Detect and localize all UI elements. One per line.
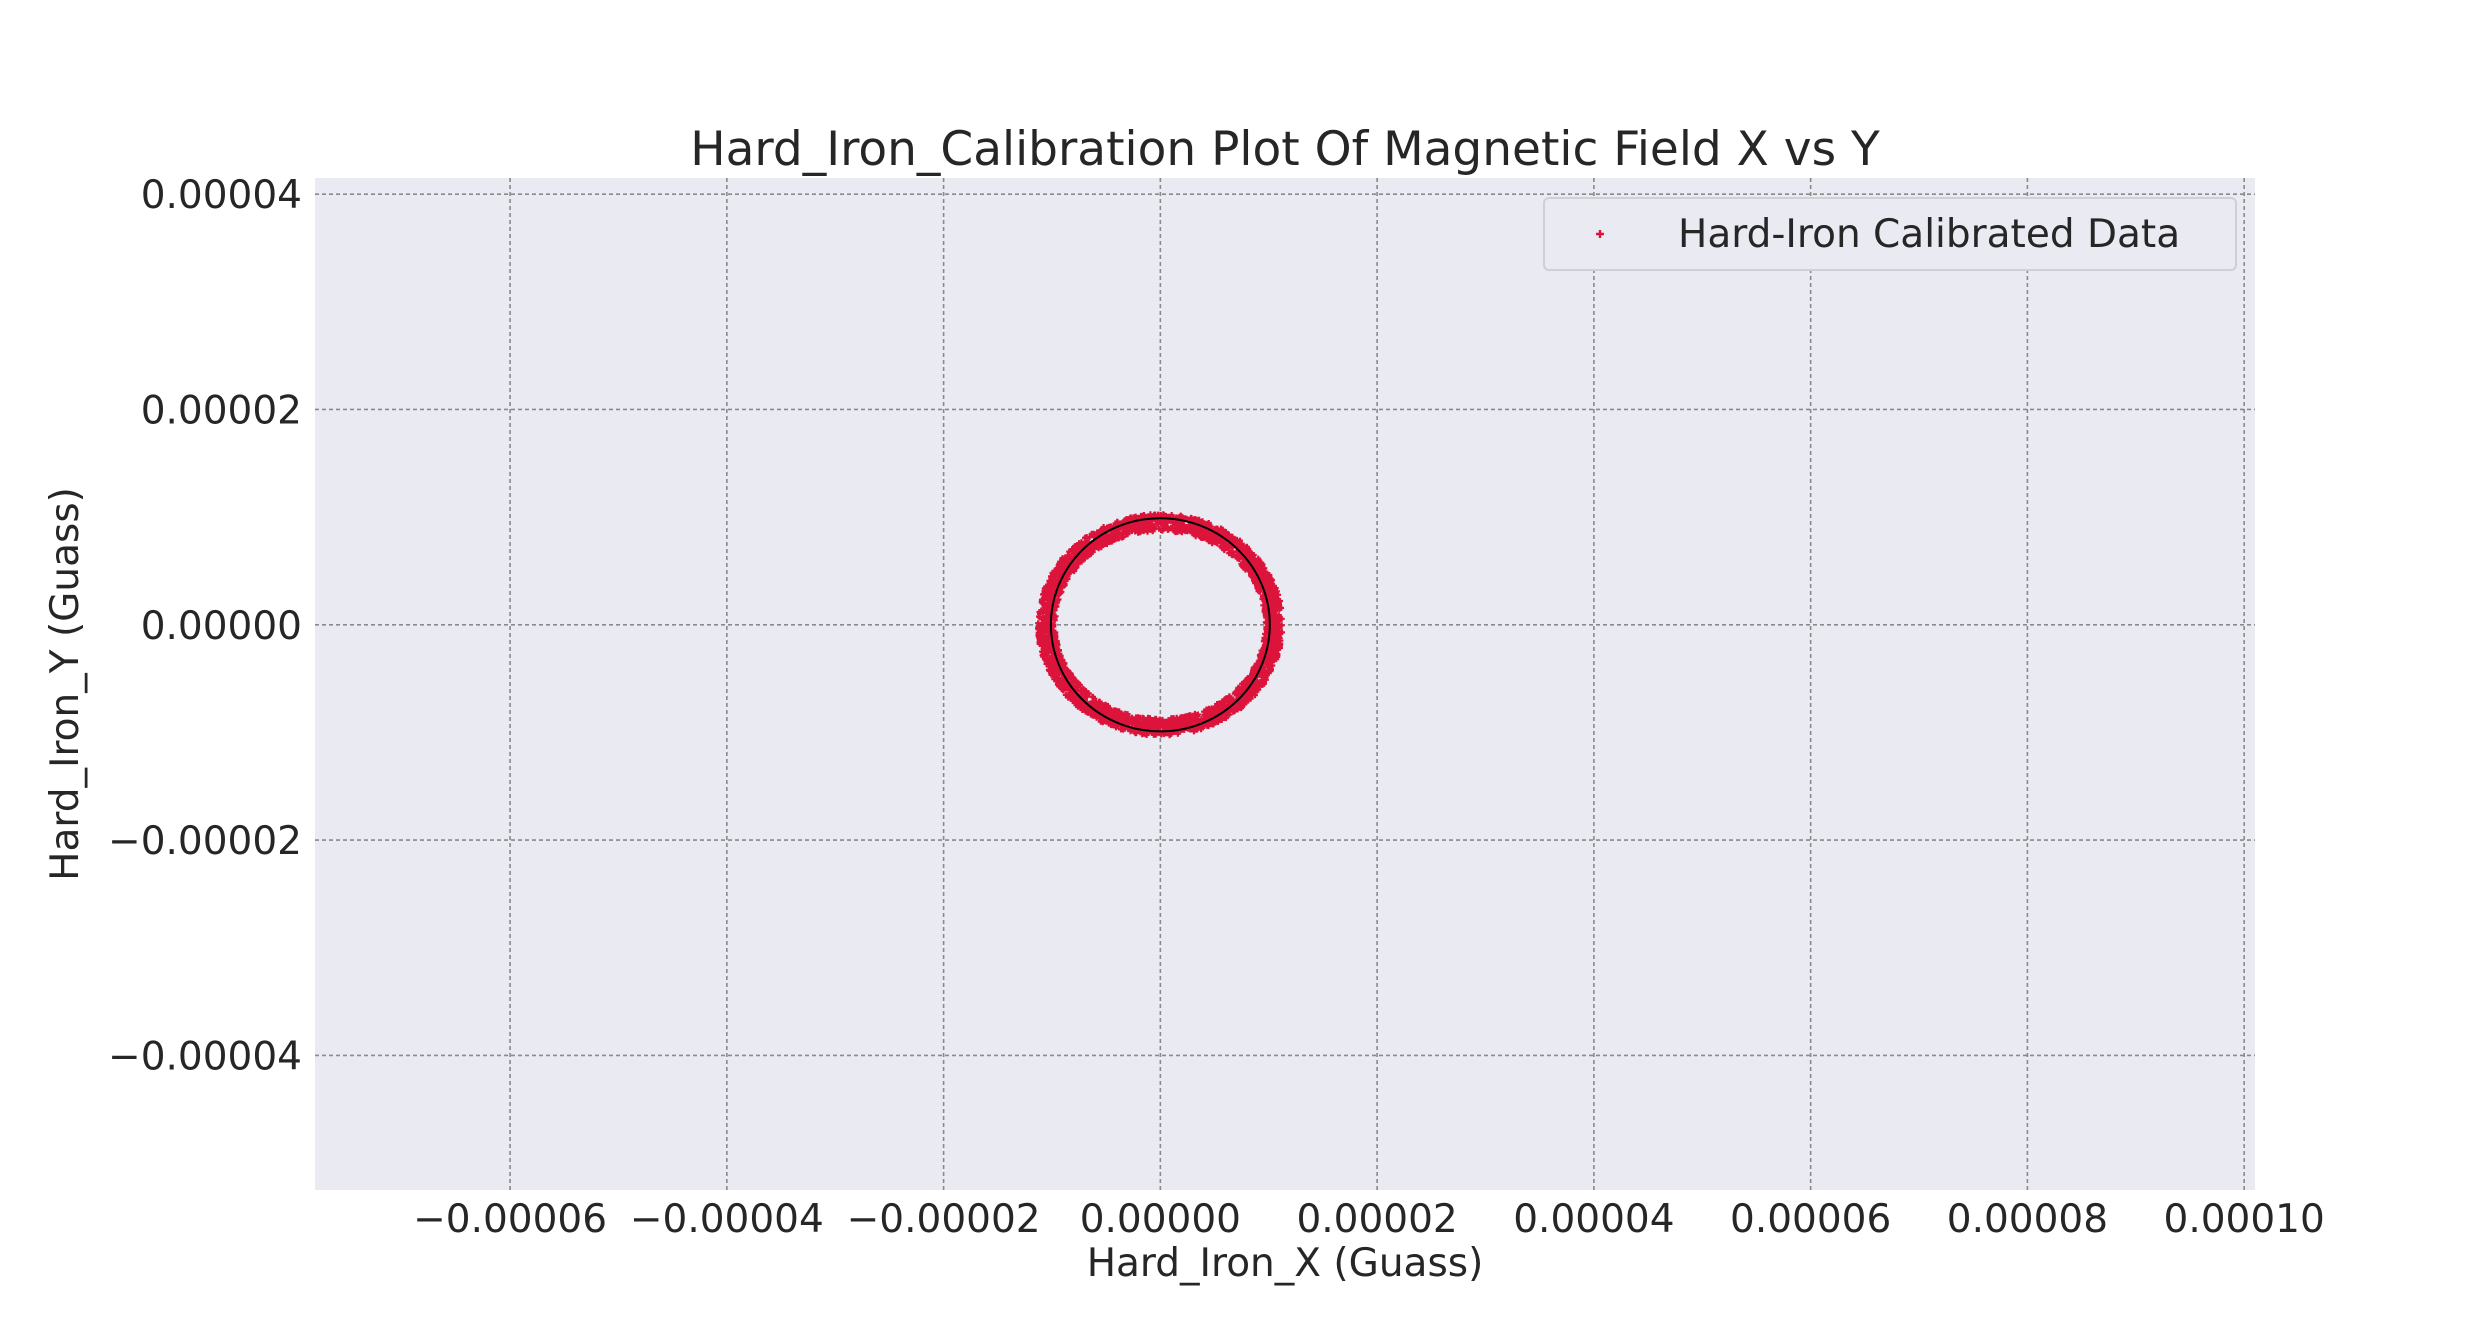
y-tick-label: −0.00004 xyxy=(108,1034,302,1079)
y-axis-label: Hard_Iron_Y (Guass) xyxy=(43,487,88,881)
y-tick-label: 0.00000 xyxy=(141,604,302,649)
legend-plus-icon xyxy=(1596,230,1604,238)
x-tick-labels: −0.00006 −0.00004 −0.00002 0.00000 0.00002 0.… xyxy=(413,1197,2325,1242)
x-tick-label: −0.00002 xyxy=(847,1197,1041,1242)
legend-entry: Hard-Iron Calibrated Data xyxy=(1678,212,2180,257)
y-tick-label: 0.00004 xyxy=(141,173,302,218)
x-tick-label: −0.00006 xyxy=(413,1197,607,1242)
x-tick-label: 0.00010 xyxy=(2164,1197,2325,1242)
x-tick-label: 0.00008 xyxy=(1947,1197,2108,1242)
chart-title: Hard_Iron_Calibration Plot Of Magnetic F… xyxy=(690,122,1880,177)
y-tick-labels: 0.00004 0.00002 0.00000 −0.00002 −0.00004 xyxy=(108,173,302,1079)
x-tick-label: 0.00000 xyxy=(1080,1197,1241,1242)
legend-marker xyxy=(1596,230,1604,238)
grid-lines xyxy=(315,178,2255,1190)
plot-area xyxy=(315,178,2255,1190)
x-tick-label: 0.00004 xyxy=(1513,1197,1674,1242)
x-axis-label: Hard_Iron_X (Guass) xyxy=(1087,1241,1484,1286)
y-tick-label: −0.00002 xyxy=(108,819,302,864)
x-tick-label: −0.00004 xyxy=(630,1197,824,1242)
legend: Hard-Iron Calibrated Data xyxy=(1543,197,2237,271)
fit-circle xyxy=(1049,517,1271,733)
y-tick-label: 0.00002 xyxy=(141,388,302,433)
legend-box xyxy=(1543,197,2237,271)
x-tick-label: 0.00006 xyxy=(1730,1197,1891,1242)
x-tick-label: 0.00002 xyxy=(1296,1197,1457,1242)
